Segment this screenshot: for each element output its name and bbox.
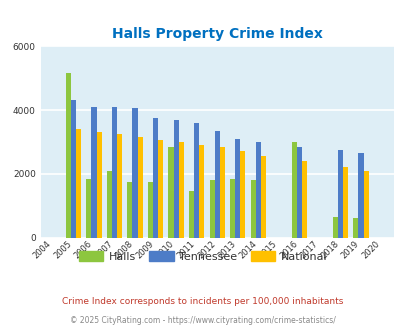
Bar bbox=[301, 161, 306, 238]
Bar bbox=[352, 218, 358, 238]
Bar bbox=[342, 167, 347, 238]
Bar bbox=[132, 108, 137, 238]
Legend: Halls, Tennessee, National: Halls, Tennessee, National bbox=[74, 247, 331, 267]
Bar bbox=[250, 180, 255, 238]
Bar bbox=[209, 180, 214, 238]
Bar bbox=[158, 140, 163, 238]
Bar bbox=[173, 119, 178, 238]
Bar bbox=[168, 147, 173, 238]
Bar bbox=[71, 100, 76, 238]
Bar bbox=[112, 107, 117, 238]
Title: Halls Property Crime Index: Halls Property Crime Index bbox=[111, 27, 322, 41]
Bar bbox=[337, 150, 342, 238]
Bar bbox=[153, 118, 158, 238]
Bar bbox=[178, 142, 183, 238]
Bar bbox=[66, 73, 71, 238]
Bar bbox=[127, 182, 132, 238]
Bar bbox=[332, 217, 337, 238]
Bar bbox=[362, 171, 368, 238]
Bar bbox=[255, 142, 260, 238]
Text: © 2025 CityRating.com - https://www.cityrating.com/crime-statistics/: © 2025 CityRating.com - https://www.city… bbox=[70, 316, 335, 325]
Bar bbox=[86, 179, 91, 238]
Bar bbox=[137, 137, 143, 238]
Bar bbox=[291, 142, 296, 238]
Bar bbox=[296, 147, 301, 238]
Bar bbox=[240, 151, 245, 238]
Bar bbox=[188, 191, 194, 238]
Bar bbox=[107, 171, 112, 238]
Bar bbox=[358, 153, 362, 238]
Bar bbox=[230, 179, 234, 238]
Bar bbox=[117, 134, 122, 238]
Bar bbox=[214, 131, 219, 238]
Bar bbox=[199, 145, 204, 238]
Bar bbox=[260, 156, 265, 238]
Bar bbox=[96, 132, 101, 238]
Bar bbox=[91, 107, 96, 238]
Bar bbox=[76, 129, 81, 238]
Bar bbox=[147, 182, 153, 238]
Text: Crime Index corresponds to incidents per 100,000 inhabitants: Crime Index corresponds to incidents per… bbox=[62, 297, 343, 306]
Bar bbox=[194, 123, 199, 238]
Bar bbox=[219, 147, 224, 238]
Bar bbox=[234, 139, 240, 238]
